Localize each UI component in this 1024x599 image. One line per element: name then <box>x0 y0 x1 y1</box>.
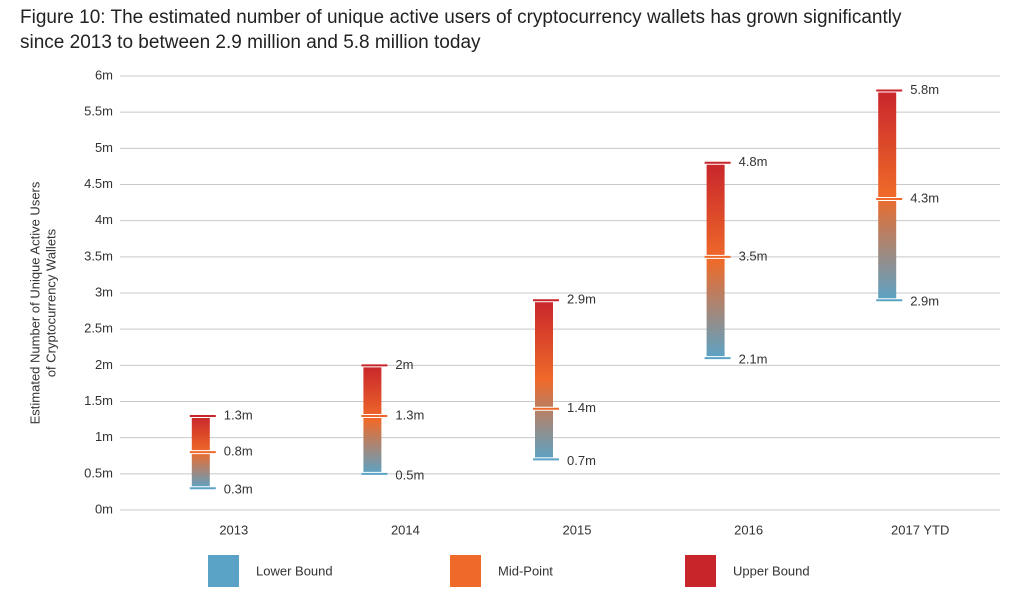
legend-label: Lower Bound <box>256 563 333 578</box>
range-bar <box>535 300 553 460</box>
legend-label: Upper Bound <box>733 563 810 578</box>
range-bar <box>363 365 382 474</box>
value-label: 2m <box>395 357 413 372</box>
legend-swatch <box>208 555 239 587</box>
x-tick-label: 2015 <box>563 522 592 537</box>
legend-swatch <box>450 555 481 587</box>
value-label: 2.1m <box>739 352 768 367</box>
legend-swatch <box>685 555 716 587</box>
value-label: 3.5m <box>739 248 768 263</box>
x-tick-label: 2013 <box>219 522 248 537</box>
y-tick-label: 1.5m <box>84 393 113 408</box>
range-bar <box>706 162 725 359</box>
chart-title: Figure 10: The estimated number of uniqu… <box>20 7 902 28</box>
value-label: 0.5m <box>395 467 424 482</box>
y-tick-label: 6m <box>95 67 113 82</box>
value-label: 0.3m <box>224 482 253 497</box>
y-tick-label: 5.5m <box>84 104 113 119</box>
y-axis-label-line: Estimated Number of Unique Active Users <box>27 181 42 424</box>
value-label: 1.4m <box>567 400 596 415</box>
value-label: 0.8m <box>224 444 253 459</box>
legend-label: Mid-Point <box>498 563 553 578</box>
value-label: 4.3m <box>910 190 939 205</box>
y-tick-label: 3.5m <box>84 248 113 263</box>
y-tick-label: 2m <box>95 357 113 372</box>
y-tick-label: 4m <box>95 212 113 227</box>
value-label: 1.3m <box>224 407 253 422</box>
y-tick-label: 5m <box>95 140 113 155</box>
range-bar <box>878 90 897 301</box>
value-label: 0.7m <box>567 453 596 468</box>
y-axis-label-line: of Cryptocurrency Wallets <box>43 228 58 377</box>
x-tick-label: 2017 YTD <box>891 522 949 537</box>
y-tick-label: 1m <box>95 429 113 444</box>
y-tick-label: 3m <box>95 284 113 299</box>
chart-title: since 2013 to between 2.9 million and 5.… <box>20 32 481 53</box>
value-label: 4.8m <box>739 154 768 169</box>
value-label: 2.9m <box>567 292 596 307</box>
y-tick-label: 2.5m <box>84 321 113 336</box>
y-tick-label: 4.5m <box>84 176 113 191</box>
y-tick-label: 0m <box>95 501 113 516</box>
y-tick-label: 0.5m <box>84 465 113 480</box>
value-label: 1.3m <box>395 407 424 422</box>
x-tick-label: 2014 <box>391 522 420 537</box>
value-label: 2.9m <box>910 294 939 309</box>
x-tick-label: 2016 <box>734 522 763 537</box>
y-axis-label: Estimated Number of Unique Active Users … <box>27 181 58 424</box>
value-label: 5.8m <box>910 82 939 97</box>
